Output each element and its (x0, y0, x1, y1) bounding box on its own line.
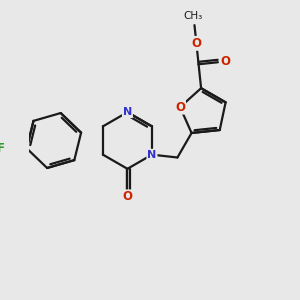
Text: N: N (147, 150, 157, 160)
Text: O: O (122, 190, 132, 203)
Text: O: O (175, 100, 185, 114)
Text: O: O (191, 37, 201, 50)
Text: N: N (123, 107, 132, 117)
Text: O: O (220, 55, 230, 68)
Text: F: F (0, 142, 4, 155)
Text: CH₃: CH₃ (184, 11, 203, 21)
